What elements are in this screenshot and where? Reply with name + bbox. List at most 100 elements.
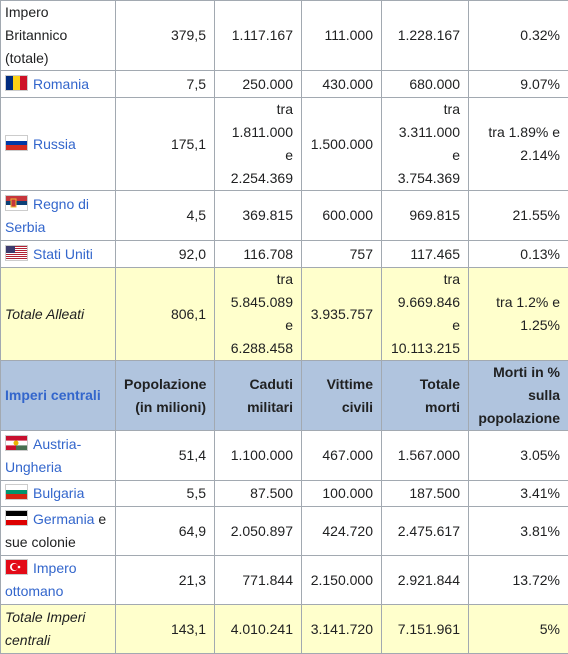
value-cell: 3.81% (468, 506, 568, 556)
flag-icon (5, 74, 28, 91)
value-cell: 2.475.617 (381, 506, 469, 556)
value-cell: 3.935.757 (301, 267, 382, 361)
value-cell: 379,5 (115, 0, 215, 71)
value-cell: 3.141.720 (301, 604, 382, 654)
cell-value: 5% (539, 620, 560, 637)
country-link[interactable]: Russia (33, 135, 76, 152)
value-cell: 0.32% (468, 0, 568, 71)
row-label: Totale Alleati (5, 305, 85, 322)
cell-value: 2.475.617 (397, 522, 460, 539)
value-cell: tra 5.845.089 e 6.288.458 (214, 267, 302, 361)
cell-value: 4.010.241 (230, 620, 293, 637)
cell-value: tra 1.89% e 2.14% (488, 124, 560, 163)
cell-value: 3.41% (520, 485, 560, 501)
cell-value: 117.465 (410, 245, 460, 262)
value-cell: 51,4 (115, 430, 215, 481)
value-cell: 9.07% (468, 70, 568, 98)
cell-value: 4,5 (186, 207, 206, 223)
value-cell: 116.708 (214, 240, 302, 268)
table-row: Russia 175,1 tra 1.811.000 e 2.254.369 1.50… (0, 97, 568, 191)
country-link[interactable]: Austria-Ungheria (5, 435, 82, 475)
value-cell: 5,5 (115, 480, 215, 507)
country-cell: Stati Uniti (0, 240, 116, 268)
flag-icon (5, 134, 28, 151)
value-cell: 467.000 (301, 430, 382, 481)
cell-value: 3.81% (520, 522, 560, 539)
value-cell: 250.000 (214, 70, 302, 98)
country-cell: Romania (0, 70, 116, 98)
value-cell: 111.000 (301, 0, 382, 71)
country-link[interactable]: Germania (33, 511, 95, 527)
country-link[interactable]: Impero ottomano (5, 560, 77, 599)
value-cell: tra 1.89% e 2.14% (468, 97, 568, 191)
value-cell: tra 1.811.000 e 2.254.369 (214, 97, 302, 191)
table-row: Romania 7,5 250.000 430.000 680.000 9.07% (0, 70, 568, 98)
column-header: Caduti militari (214, 360, 302, 431)
country-cell: Totale Alleati (0, 267, 116, 361)
country-link[interactable]: Regno di Serbia (5, 195, 90, 235)
value-cell: 21,3 (115, 555, 215, 605)
value-cell: tra 1.2% e 1.25% (468, 267, 568, 361)
row-label: Impero Britannico (totale) (5, 4, 68, 66)
value-cell: 757 (301, 240, 382, 268)
value-cell: 1.567.000 (381, 430, 469, 481)
country-cell: Totale Imperi centrali (0, 604, 116, 654)
flag-icon (5, 434, 28, 451)
value-cell: 369.815 (214, 190, 302, 241)
cell-value: 175,1 (170, 135, 206, 152)
cell-value: 0.32% (520, 27, 560, 43)
cell-value: 13.72% (512, 571, 560, 588)
country-link[interactable]: Stati Uniti (33, 245, 93, 262)
value-cell: 7.151.961 (381, 604, 469, 654)
cell-value: 51,4 (178, 447, 206, 463)
cell-value: tra 1.811.000 e 2.254.369 (230, 101, 293, 186)
section-link[interactable]: Imperi centrali (5, 387, 101, 403)
flag-icon (5, 559, 28, 575)
table-row: Totale Imperi centrali 143,1 4.010.241 3.14… (0, 604, 568, 654)
cell-value: 3.935.757 (310, 305, 373, 322)
value-cell: 1.100.000 (214, 430, 302, 481)
header-text: Totale morti (419, 375, 460, 415)
cell-value: 1.500.000 (310, 135, 373, 152)
cell-value: 116.708 (243, 245, 293, 262)
value-cell: 806,1 (115, 267, 215, 361)
cell-value: 21,3 (178, 571, 206, 588)
cell-value: tra 3.311.000 e 3.754.369 (397, 101, 460, 186)
value-cell: 5% (468, 604, 568, 654)
cell-value: 1.228.167 (397, 27, 460, 43)
table-row: Austria-Ungheria 51,4 1.100.000 467.000 1.56… (0, 430, 568, 481)
value-cell: 2.050.897 (214, 506, 302, 556)
value-cell: 4,5 (115, 190, 215, 241)
cell-value: 1.100.000 (230, 447, 293, 463)
value-cell: 424.720 (301, 506, 382, 556)
country-link[interactable]: Bulgaria (33, 485, 85, 501)
flag-icon (5, 194, 28, 211)
cell-value: tra 9.669.846 e 10.113.215 (390, 271, 460, 356)
value-cell: 21.55% (468, 190, 568, 241)
header-row: Imperi centrali Popolazione (in milioni) C… (0, 360, 568, 431)
cell-value: tra 1.2% e 1.25% (496, 294, 560, 333)
value-cell: 3.05% (468, 430, 568, 481)
cell-value: 5,5 (186, 485, 206, 501)
header-text: Morti in % sulla popolazione (478, 364, 560, 426)
cell-value: 467.000 (322, 447, 373, 463)
cell-value: 600.000 (322, 207, 373, 223)
column-header: Imperi centrali (0, 360, 116, 431)
value-cell: 143,1 (115, 604, 215, 654)
value-cell: 13.72% (468, 555, 568, 605)
value-cell: 87.500 (214, 480, 302, 507)
value-cell: 7,5 (115, 70, 215, 98)
cell-value: 424.720 (322, 522, 373, 539)
cell-value: 9.07% (520, 75, 560, 92)
cell-value: 680.000 (409, 75, 460, 92)
value-cell: 969.815 (381, 190, 469, 241)
value-cell: 1.228.167 (381, 0, 469, 71)
country-link[interactable]: Romania (33, 75, 90, 92)
value-cell: 92,0 (115, 240, 215, 268)
country-cell: Impero Britannico (totale) (0, 0, 116, 71)
cell-value: 100.000 (322, 485, 373, 501)
cell-value: 3.05% (520, 447, 560, 463)
cell-value: 806,1 (170, 305, 206, 322)
